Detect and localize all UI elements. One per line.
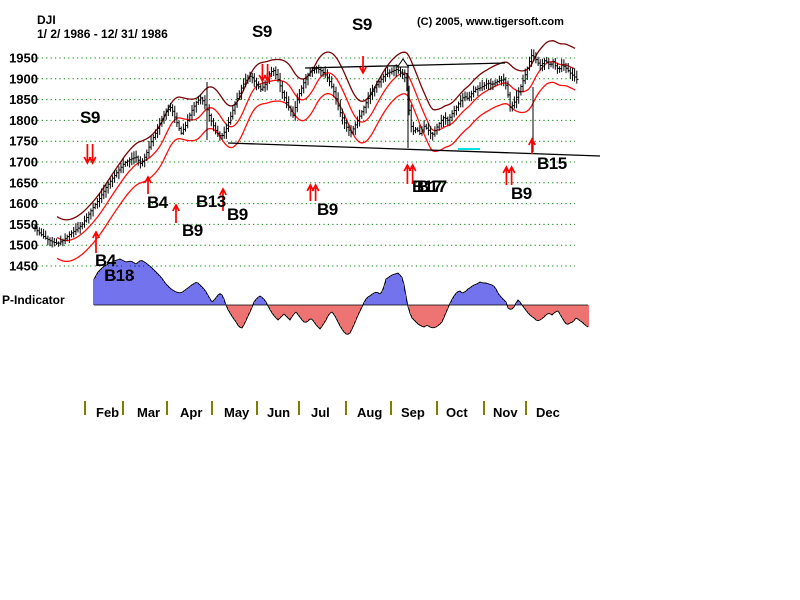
header-texts: DJI 1/ 2/ 1986 - 12/ 31/ 1986 (C) 2005, …	[2, 13, 564, 307]
signal-label: B9	[182, 221, 203, 240]
month-label: Feb	[96, 405, 119, 420]
signal-arrows	[83, 56, 536, 253]
trendlines	[206, 58, 601, 157]
y-axis-label: 1550	[9, 217, 38, 232]
bollinger-bands	[56, 40, 576, 263]
month-label: Nov	[493, 405, 518, 420]
upper-band-line	[56, 40, 576, 221]
buy-arrow-icon	[92, 230, 100, 253]
month-label: Aug	[357, 405, 382, 420]
month-label: Sep	[401, 405, 425, 420]
buy-arrow-icon	[219, 187, 227, 211]
ohlc-bars-path	[33, 49, 579, 248]
lower-band-line	[56, 81, 576, 263]
month-label: May	[224, 405, 250, 420]
y-axis-label: 1950	[9, 51, 38, 66]
signal-label: B4	[147, 193, 169, 212]
month-label: Apr	[180, 405, 202, 420]
signal-label: B9	[511, 184, 532, 203]
month-label: Jul	[311, 405, 330, 420]
signal-label: S9	[80, 108, 100, 127]
buy-arrow-icon	[144, 175, 152, 194]
month-label: Dec	[536, 405, 560, 420]
signal-label: B17	[417, 177, 447, 196]
y-axis-label: 1600	[9, 196, 38, 211]
sell-arrow-icon	[359, 56, 367, 75]
price-bars	[33, 49, 579, 248]
buy-arrow-icon	[528, 137, 536, 154]
signal-label: B17	[412, 177, 442, 196]
signal-label: S9	[352, 15, 372, 34]
copyright: (C) 2005, www.tigersoft.com	[417, 16, 564, 28]
signal-label: B9	[317, 200, 338, 219]
trendline	[227, 142, 601, 157]
y-axis-label: 1900	[9, 71, 38, 86]
p-indicator-label: P-Indicator	[2, 293, 65, 307]
signal-label: S9	[252, 22, 272, 41]
y-axis-label: 1450	[9, 259, 38, 274]
month-label: Mar	[137, 405, 160, 420]
y-axis-labels: 1950 1900 1850 1800 1750 1700 1650 1600 1550 1500…	[9, 51, 38, 274]
month-label: Jun	[267, 405, 290, 420]
p-indicator-positive-bars	[93, 259, 521, 305]
date-range: 1/ 2/ 1986 - 12/ 31/ 1986	[37, 27, 168, 41]
y-axis-label: 1850	[9, 92, 38, 107]
symbol-title: DJI	[37, 13, 56, 27]
signal-label: B15	[537, 154, 567, 173]
signal-label: B4	[95, 251, 117, 270]
signal-label: B18	[104, 266, 134, 285]
y-axis-label: 1500	[9, 238, 38, 253]
month-label: Oct	[446, 405, 468, 420]
buy-arrow-icon	[502, 165, 516, 185]
y-axis-label: 1750	[9, 134, 38, 149]
p-indicator-negative-bars	[227, 305, 589, 335]
middle-band-line	[56, 60, 576, 242]
signal-label: B9	[227, 205, 248, 224]
sell-arrow-icon	[258, 64, 272, 83]
triangle-marker-icon	[396, 58, 410, 68]
x-axis: Feb Mar Apr May Jun Jul Aug Sep Oct Nov Dec	[84, 401, 560, 420]
buy-arrow-icon	[403, 163, 417, 184]
y-axis-label: 1700	[9, 155, 38, 170]
buy-arrow-icon	[172, 203, 180, 223]
y-axis-label: 1650	[9, 175, 38, 190]
sell-arrow-icon	[83, 144, 97, 165]
y-axis-label: 1800	[9, 113, 38, 128]
buy-arrow-icon	[306, 183, 320, 201]
p-indicator-envelope	[93, 258, 589, 335]
p-indicator-histogram	[93, 258, 589, 335]
signal-label: B13	[196, 192, 226, 211]
